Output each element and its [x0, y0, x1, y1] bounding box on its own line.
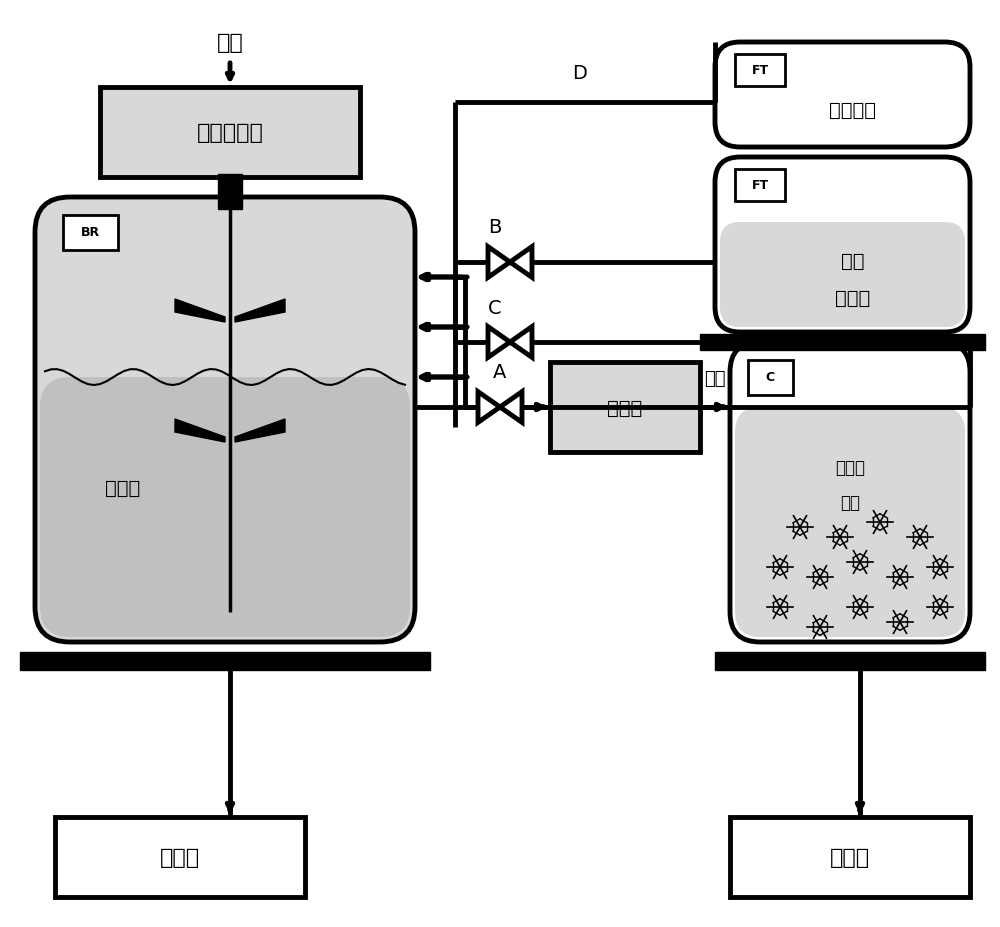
- FancyBboxPatch shape: [735, 408, 965, 638]
- Text: C: C: [488, 298, 502, 317]
- Text: A: A: [493, 363, 507, 382]
- Bar: [715, 653, 985, 670]
- Text: 菌株: 菌株: [217, 33, 243, 53]
- Text: 发酵: 发酵: [841, 251, 864, 270]
- Text: BR: BR: [80, 226, 100, 239]
- Text: 终产物: 终产物: [160, 847, 200, 867]
- FancyBboxPatch shape: [730, 343, 970, 642]
- Text: 葡萄糖粉: 葡萄糖粉: [829, 100, 876, 120]
- Bar: [730, 817, 970, 897]
- Text: 上清液: 上清液: [835, 459, 865, 476]
- Polygon shape: [510, 327, 532, 358]
- Polygon shape: [175, 420, 225, 442]
- Text: FT: FT: [751, 179, 769, 192]
- Text: FT: FT: [751, 65, 769, 78]
- Polygon shape: [488, 327, 510, 358]
- Bar: [20, 653, 430, 670]
- Bar: [735, 55, 785, 87]
- Polygon shape: [488, 248, 510, 278]
- Text: 培小基: 培小基: [835, 288, 870, 307]
- FancyBboxPatch shape: [35, 197, 415, 642]
- Polygon shape: [235, 420, 285, 442]
- Polygon shape: [478, 392, 500, 423]
- Polygon shape: [510, 248, 532, 278]
- FancyBboxPatch shape: [720, 222, 965, 327]
- FancyBboxPatch shape: [40, 377, 410, 638]
- Text: 发酵液: 发酵液: [607, 398, 643, 417]
- Text: 发酵液: 发酵液: [105, 478, 140, 497]
- Bar: [62, 215, 118, 250]
- Polygon shape: [500, 392, 522, 423]
- Text: C: C: [765, 371, 775, 384]
- Bar: [218, 175, 242, 210]
- Bar: [100, 88, 360, 178]
- Polygon shape: [235, 299, 285, 323]
- Bar: [735, 170, 785, 202]
- Bar: [55, 817, 305, 897]
- Text: D: D: [573, 64, 587, 83]
- Polygon shape: [175, 299, 225, 323]
- Text: B: B: [488, 218, 502, 237]
- FancyBboxPatch shape: [715, 43, 970, 147]
- Text: 发酵培小基: 发酵培小基: [197, 123, 263, 143]
- FancyBboxPatch shape: [715, 158, 970, 333]
- Text: 结晶: 结晶: [704, 370, 726, 387]
- Text: 晶体: 晶体: [840, 493, 860, 512]
- Text: 终产物: 终产物: [830, 847, 870, 867]
- Bar: [748, 360, 792, 395]
- Bar: [550, 362, 700, 452]
- Bar: [700, 335, 985, 350]
